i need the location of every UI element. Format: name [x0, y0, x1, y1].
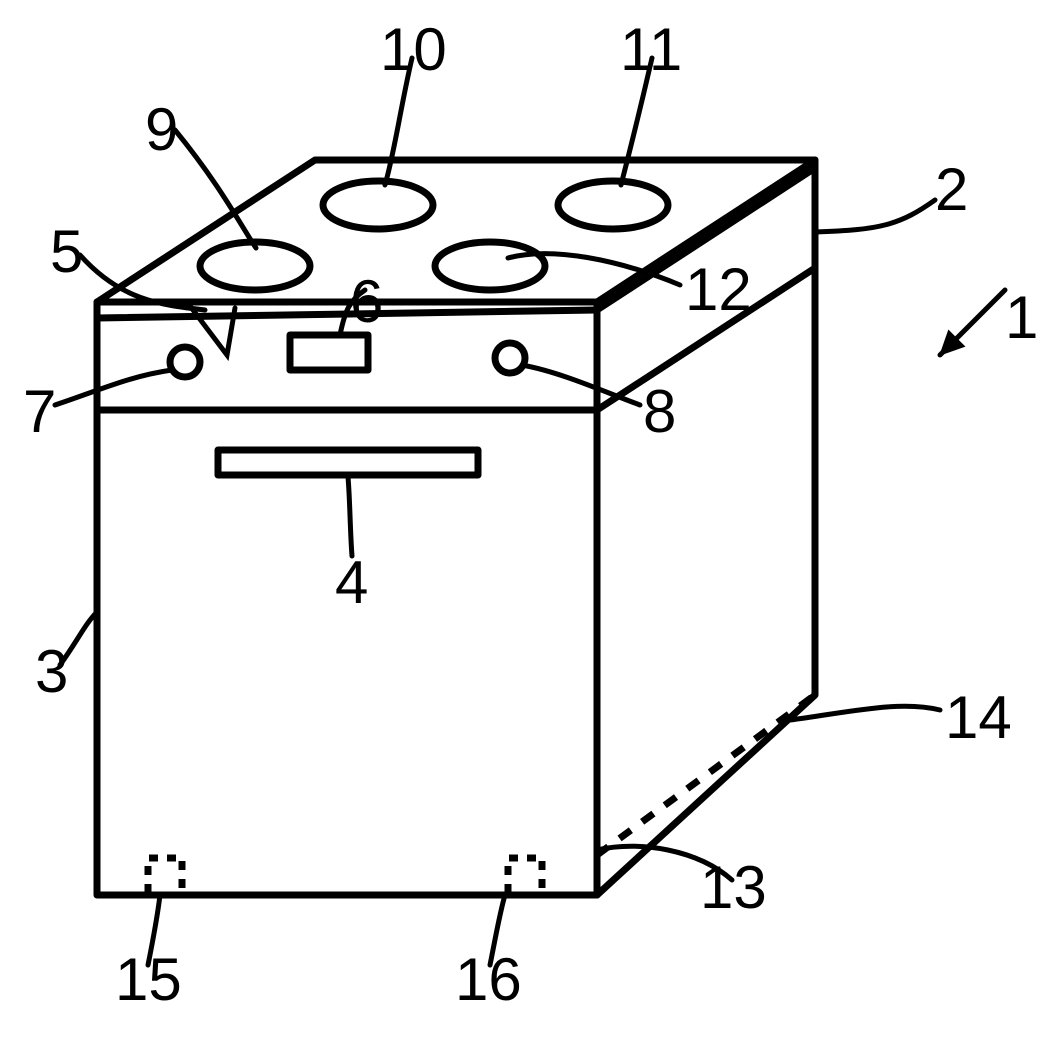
label-15: 15 [115, 946, 182, 1013]
leader-14 [790, 706, 940, 720]
label-13: 13 [700, 854, 767, 921]
label-7: 7 [23, 378, 56, 445]
foot-f16 [508, 858, 542, 893]
display-rect [290, 335, 368, 370]
knob-right [495, 343, 525, 373]
label-3: 3 [35, 638, 68, 705]
leaders [55, 58, 1005, 965]
burner-b11 [558, 181, 668, 229]
dashed-side-line [597, 695, 815, 855]
leader-8 [522, 365, 640, 405]
burner-b10 [323, 181, 433, 229]
label-14: 14 [945, 684, 1012, 751]
label-6: 6 [350, 268, 383, 335]
label-11: 11 [620, 16, 682, 83]
label-16: 16 [455, 946, 522, 1013]
label-12: 12 [685, 256, 752, 323]
labels: 12345678910111213141516 [23, 16, 1038, 1013]
leader-2 [815, 200, 935, 232]
leader-4 [348, 477, 352, 556]
label-8: 8 [643, 378, 676, 445]
label-5: 5 [50, 218, 83, 285]
burner-b12 [435, 242, 545, 290]
foot-f15 [148, 858, 182, 893]
label-2: 2 [935, 156, 968, 223]
diagram-svg: 12345678910111213141516 [0, 0, 1059, 1046]
leader-7 [55, 370, 172, 405]
label-1: 1 [1005, 284, 1038, 351]
label-4: 4 [335, 549, 368, 616]
label-9: 9 [145, 96, 178, 163]
label-10: 10 [380, 16, 447, 83]
door-handle [218, 450, 478, 475]
leader-9 [175, 130, 256, 248]
knob-left [170, 347, 200, 377]
